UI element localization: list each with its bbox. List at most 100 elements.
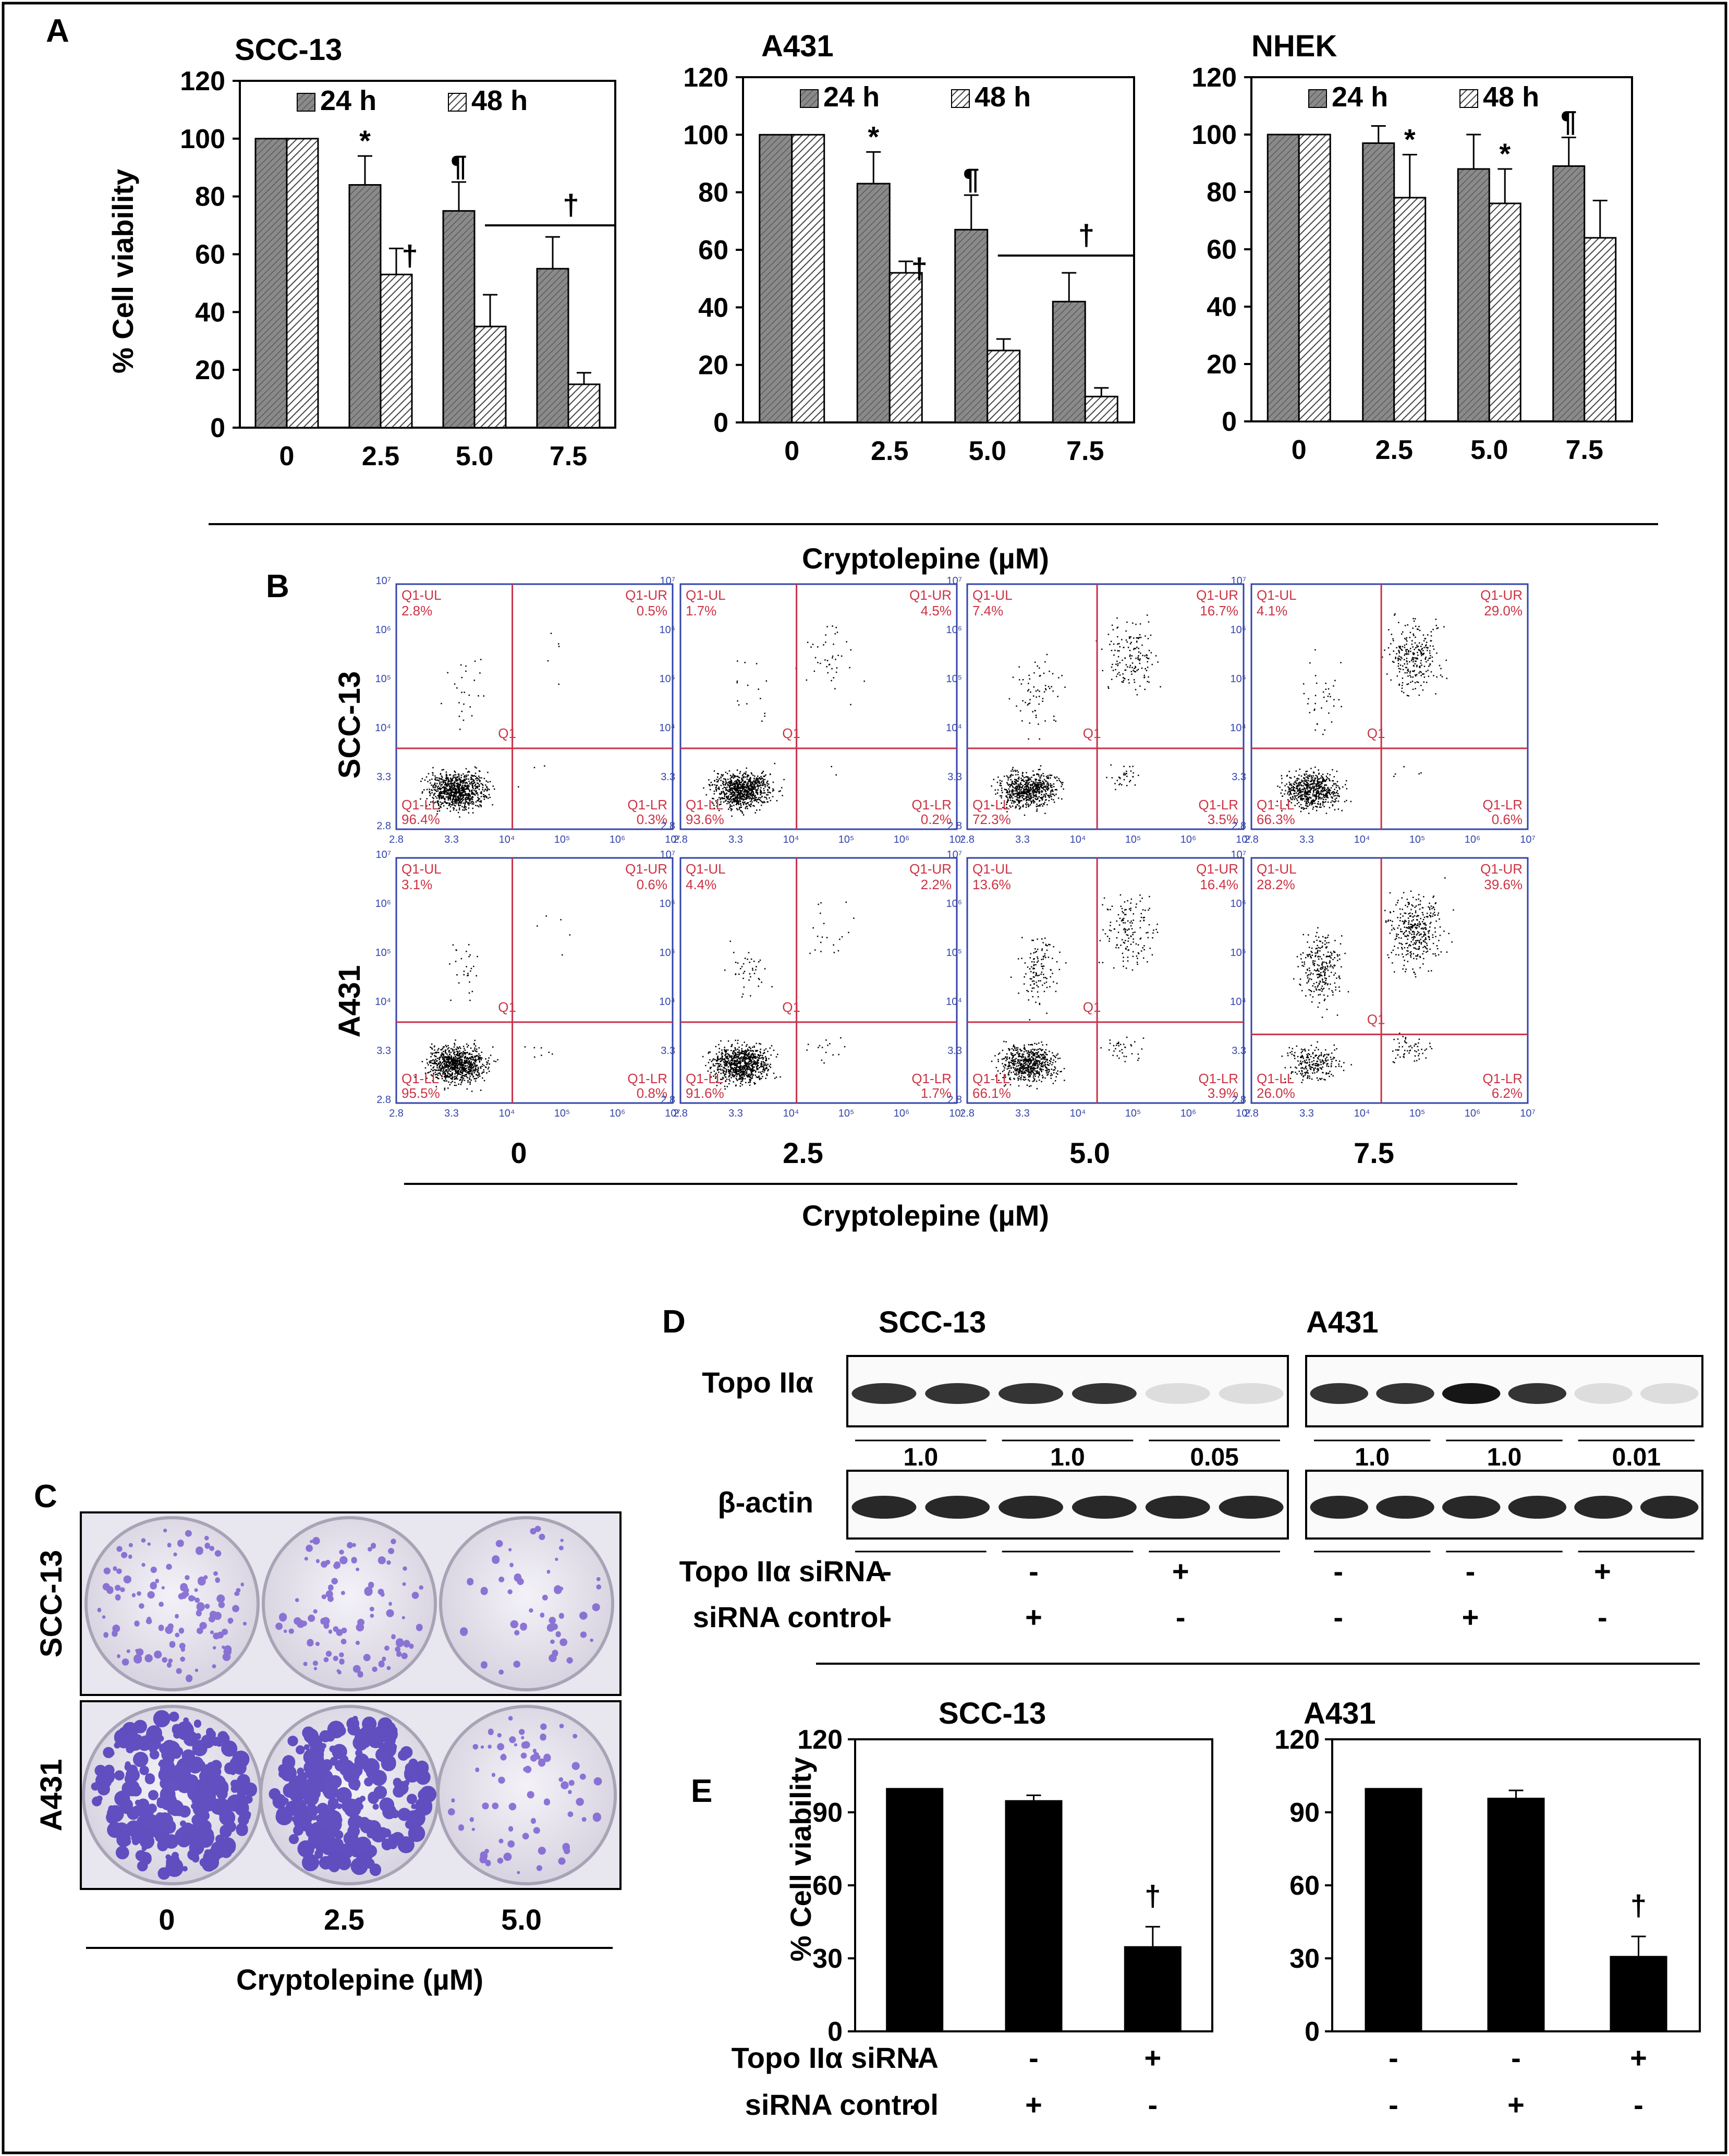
event-dots <box>702 901 855 1090</box>
y-tick-label: 100 <box>683 120 728 150</box>
flow-x-tick: 10⁷ <box>1236 1108 1251 1119</box>
condition-sign: - <box>1029 2041 1039 2074</box>
band-label-actin: β-actin <box>717 1486 813 1519</box>
condition-sign: + <box>1462 1601 1479 1633</box>
chart-scc13-sirna-viability: 0 30 60 90 120 SCC-13 - - - + + - † Topo IIα siRNA siR… <box>732 1697 1213 2121</box>
y-tick-label: 0 <box>713 408 728 438</box>
flow-x-tick: 10⁵ <box>554 1108 570 1119</box>
condition-sign: - <box>1333 1555 1343 1588</box>
chart-title: SCC-13 <box>939 1697 1046 1730</box>
bar-48h <box>1488 202 1521 422</box>
flow-y-tick: 10⁷ <box>376 849 391 861</box>
bar-24h <box>442 210 476 429</box>
panel-letter-d: D <box>662 1304 686 1340</box>
plate-col-label: 0 <box>159 1903 175 1936</box>
flow-x-tick: 10⁵ <box>554 834 570 845</box>
quadrant-name: Q1-LR <box>627 1071 667 1086</box>
quadrant-value: 39.6% <box>1484 877 1523 892</box>
quadrant-value: 16.7% <box>1200 603 1238 619</box>
y-tick-label: 120 <box>1191 63 1237 93</box>
flow-y-tick: 2.8 <box>947 1094 962 1106</box>
flow-x-tick: 10⁴ <box>1070 1108 1086 1119</box>
flow-y-tick: 10⁴ <box>659 996 675 1008</box>
flow-x-tick: 10⁷ <box>665 1108 680 1119</box>
legend-swatch <box>448 93 467 112</box>
y-tick-label: 30 <box>1289 1944 1320 1974</box>
quadrant-name: Q1-UL <box>686 587 726 603</box>
quadrant-name: Q1-UR <box>625 587 667 603</box>
blot-actin-frame <box>846 1470 1289 1540</box>
y-tick-label: 0 <box>1222 407 1237 437</box>
flow-x-tick: 10⁵ <box>838 834 855 845</box>
quadrant-name: Q1-LL <box>686 797 723 813</box>
condition-sign: - <box>1598 1601 1608 1633</box>
bar-48h <box>791 134 825 423</box>
flow-x-tick: 10⁶ <box>1465 1108 1480 1119</box>
bar <box>1610 1956 1667 2031</box>
blot-actin-frame <box>1305 1470 1703 1540</box>
bar-48h <box>1084 395 1118 423</box>
flow-x-tick: 10⁵ <box>1125 834 1141 845</box>
quadrant-value: 0.6% <box>1492 811 1523 827</box>
flow-y-tick: 10⁵ <box>659 673 675 685</box>
plate-dish <box>439 1516 614 1691</box>
condition-sign: - <box>910 2088 920 2121</box>
quant-value: 0.01 <box>1612 1444 1661 1471</box>
quadrant-center: Q1 <box>1367 725 1385 741</box>
flow-col-label: 5.0 <box>1069 1136 1110 1169</box>
y-tick-label: 20 <box>195 355 225 385</box>
condition-sign: - <box>910 2041 920 2074</box>
y-tick-label: 80 <box>1207 177 1237 208</box>
y-tick-label: 100 <box>180 124 225 154</box>
plate-dish <box>262 1516 437 1691</box>
quant-value: 1.0 <box>903 1444 938 1471</box>
flow-y-tick: 10⁵ <box>1230 947 1246 959</box>
y-tick-label: 120 <box>797 1725 843 1755</box>
flow-plot-frame <box>395 583 674 830</box>
y-tick-label: 40 <box>1207 292 1237 322</box>
legend-swatch <box>800 89 819 108</box>
legend-swatch <box>1459 89 1478 108</box>
event-dots <box>703 625 865 817</box>
condition-sign: + <box>1172 1555 1189 1588</box>
flow-y-tick: 10⁵ <box>375 947 391 959</box>
y-tick-label: 120 <box>1274 1725 1320 1755</box>
flow-y-tick: 2.8 <box>661 820 675 832</box>
flow-plot-frame <box>679 583 958 830</box>
flow-x-tick: 10⁷ <box>949 1108 964 1119</box>
quadrant-value: 1.7% <box>921 1085 952 1101</box>
quadrant-value: 66.3% <box>1257 811 1295 827</box>
y-tick-label: 120 <box>180 66 225 96</box>
condition-sign: - <box>1389 2088 1398 2121</box>
flow-y-tick: 10⁷ <box>947 849 962 861</box>
flow-y-tick: 2.8 <box>947 820 962 832</box>
flow-x-tick: 10⁷ <box>949 834 964 845</box>
flow-x-tick: 2.8 <box>1244 834 1259 845</box>
bar-24h <box>1267 134 1300 422</box>
x-tick-label: 7.5 <box>550 441 587 471</box>
panel-a-ylabel: % Cell viability <box>106 169 139 373</box>
flow-x-tick: 2.8 <box>673 834 688 845</box>
flow-x-tick: 3.3 <box>1299 834 1314 845</box>
quadrant-name: Q1-LR <box>627 797 667 813</box>
blot-cell-title: SCC-13 <box>879 1305 986 1339</box>
quadrant-name: Q1-LR <box>1482 797 1523 813</box>
topo-band <box>1508 1383 1567 1404</box>
quadrant-name: Q1-LL <box>401 797 439 813</box>
flow-y-tick: 10⁵ <box>659 947 675 959</box>
panel-e-ylabel: % Cell viability <box>784 1757 817 1961</box>
y-tick-label: 40 <box>195 297 225 328</box>
legend-swatch <box>297 93 315 112</box>
quadrant-center: Q1 <box>782 999 800 1015</box>
blot-topo-frame <box>846 1355 1289 1427</box>
y-tick-label: 90 <box>1289 1798 1320 1828</box>
quadrant-center: Q1 <box>782 725 800 741</box>
actin-band <box>1508 1496 1567 1519</box>
quadrant-name: Q1-LL <box>401 1071 439 1086</box>
condition-sign: + <box>1507 2088 1525 2121</box>
topo-band <box>1442 1383 1501 1404</box>
actin-band <box>1310 1496 1369 1519</box>
condition-sign: + <box>1025 2088 1042 2121</box>
flow-row-label: A431 <box>333 965 367 1038</box>
